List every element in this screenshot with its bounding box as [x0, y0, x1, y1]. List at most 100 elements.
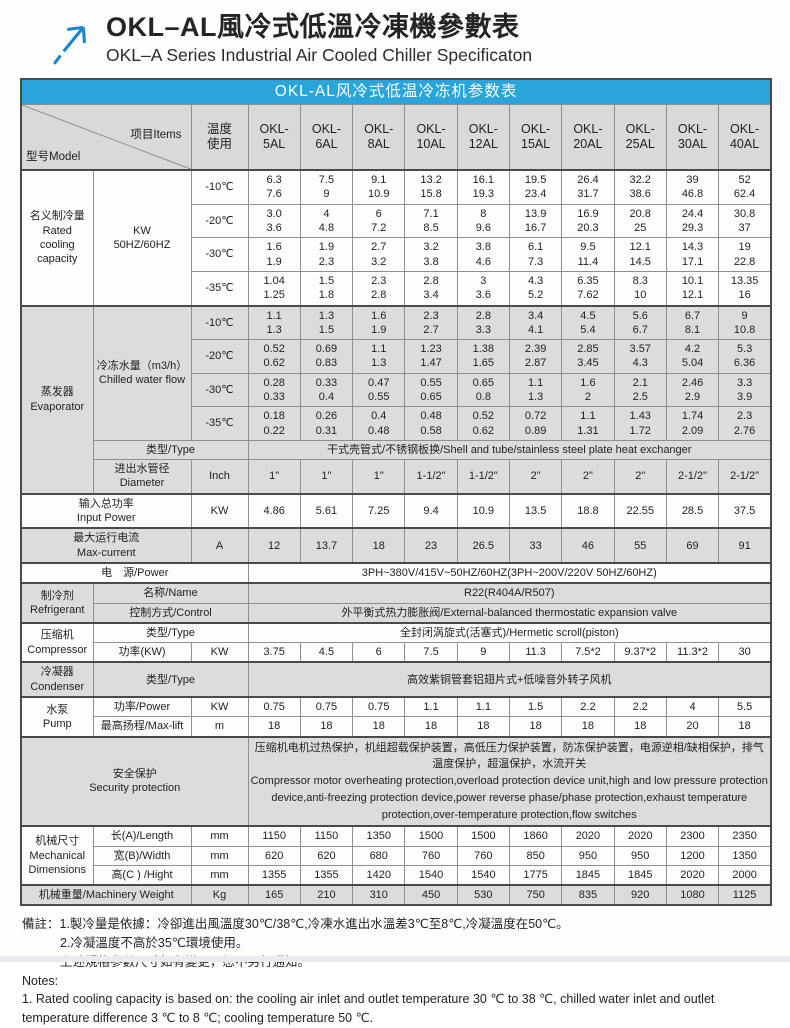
merged-value: 高效紫铜管套铝翅片式+低噪音外转子风机 [247, 661, 772, 698]
row-label: 输入总功率 Input Power [20, 492, 192, 529]
value-cell: 1.1 1.3 [508, 372, 563, 408]
temp-label: -20℃ [190, 203, 249, 239]
value-cell: 2.1 2.5 [613, 372, 667, 408]
value-cell: 2" [508, 459, 563, 495]
value-cell: 1125 [718, 884, 772, 906]
value-cell: 9.37*2 [613, 642, 667, 663]
table-row: 冷凝器 Condenser 类型/Type 高效紫铜管套铝翅片式+低噪音外转子风机 [20, 661, 772, 698]
temp-label: -10℃ [190, 169, 249, 205]
value-cell: 18.8 [561, 492, 615, 529]
page-bottom-edge [0, 956, 790, 962]
value-cell: 750 [508, 884, 563, 906]
value-cell: 2.3 2.7 [404, 304, 458, 341]
value-cell: 18 [613, 716, 667, 738]
value-cell: 4.86 [247, 492, 301, 529]
value-cell: 1350 [718, 845, 772, 866]
temp-label: -10℃ [190, 304, 249, 341]
value-cell: 5.61 [299, 492, 354, 529]
value-cell: 4.5 [299, 642, 354, 663]
table-row: 输入总功率 Input Power KW 4.86 5.61 7.25 9.4 10.9 13… [20, 492, 772, 529]
unit-label: mm [190, 864, 249, 886]
page-title: OKL–AL風冷式低溫冷凍機參數表 [106, 12, 520, 42]
row-label: 电 源/Power [20, 561, 249, 584]
title-block: OKL–AL風冷式低溫冷凍機參數表 OKL–A Series Industria… [106, 12, 532, 66]
value-cell: 1150 [299, 825, 354, 847]
value-cell: 6 [352, 642, 406, 663]
value-cell: 3.4 4.1 [508, 304, 563, 341]
value-cell: 2.46 2.9 [665, 372, 720, 408]
value-cell: 18 [352, 527, 406, 564]
value-cell: 7.1 8.5 [404, 203, 458, 239]
value-cell: 69 [665, 527, 720, 564]
value-cell: 0.75 [247, 696, 301, 718]
value-cell: 30.8 37 [718, 203, 772, 239]
value-cell: 0.33 0.4 [299, 372, 354, 408]
value-cell: 18 [404, 716, 458, 738]
item-label: 功率(KW) [92, 642, 192, 663]
value-cell: 18 [352, 716, 406, 738]
value-cell: 9.1 10.9 [352, 169, 406, 205]
value-cell: 850 [508, 845, 563, 866]
value-cell: 32.2 38.6 [613, 169, 667, 205]
value-cell: 1" [247, 459, 301, 495]
item-label: 控制方式/Control [92, 602, 249, 624]
value-cell: 2" [613, 459, 667, 495]
table-row: 机械重量/Machinery Weight Kg 165 210 310 450 530 75… [20, 884, 772, 906]
value-cell: 14.3 17.1 [665, 237, 720, 272]
value-cell: 13.35 16 [718, 270, 772, 307]
value-cell: 835 [561, 884, 615, 906]
value-cell: 37.5 [718, 492, 772, 529]
value-cell: 16.1 19.3 [456, 169, 510, 205]
value-cell: 7.25 [352, 492, 406, 529]
value-cell: 760 [404, 845, 458, 866]
model-column-header: OKL- 30AL [665, 104, 720, 171]
value-cell: 1500 [404, 825, 458, 847]
value-cell: 1.6 1.9 [247, 237, 301, 272]
value-cell: 1.04 1.25 [247, 270, 301, 307]
value-cell: 1.5 [508, 696, 563, 718]
value-cell: 6.7 8.1 [665, 304, 720, 341]
value-cell: 5.5 [718, 696, 772, 718]
table-caption: OKL-AL风冷式低温冷冻机参数表 [20, 78, 772, 106]
value-cell: 13.2 15.8 [404, 169, 458, 205]
item-label: KW 50HZ/60HZ [92, 169, 192, 307]
value-cell: 760 [456, 845, 510, 866]
value-cell: 1355 [247, 864, 301, 886]
table-row: 最高扬程/Max-lift m 18 18 18 18 18 18 18 18 20 18 [21, 716, 772, 738]
unit-label: KW [190, 696, 249, 718]
value-cell: 0.28 0.33 [247, 372, 301, 408]
value-cell: 450 [404, 884, 458, 906]
value-cell: 1.74 2.09 [665, 406, 720, 441]
value-cell: 0.75 [352, 696, 406, 718]
value-cell: 0.72 0.89 [508, 406, 563, 441]
diagonal-divider [22, 105, 191, 169]
value-cell: 1.1 [404, 696, 458, 718]
footnotes: 備註：1.製冷量是依據：冷卻進出風溫度30℃/38℃,冷凍水進出水溫差3℃至8℃… [22, 915, 766, 1028]
value-cell: 26.5 [456, 527, 510, 564]
column-header-row: 型号Model 项目Items 温度 使用 OKL- 5AL OKL- 6AL OK… [20, 104, 772, 171]
value-cell: 20 [665, 716, 720, 738]
value-cell: 3.57 4.3 [613, 339, 667, 374]
unit-label: mm [190, 825, 249, 847]
value-cell: 13.9 16.7 [508, 203, 563, 239]
value-cell: 2.7 3.2 [352, 237, 406, 272]
note-line: 2.冷凝溫度不高於35℃環境使用。 [60, 936, 249, 951]
model-column-header: OKL- 40AL [718, 104, 772, 171]
unit-label: mm [190, 845, 249, 866]
value-cell: 12 [247, 527, 301, 564]
spec-table-body: 名义制冷量 Rated cooling capacity KW 50HZ/60HZ… [20, 169, 772, 906]
spec-table: OKL-AL风冷式低温冷冻机参数表 型号Model 项目Items 温度 使用 … [20, 78, 773, 907]
value-cell: 1540 [404, 864, 458, 886]
value-cell: 1" [352, 459, 406, 495]
unit-label: m [190, 716, 249, 738]
value-cell: 19 22.8 [718, 237, 772, 272]
unit-label: A [190, 527, 249, 564]
value-cell: 3.3 3.9 [718, 372, 772, 408]
value-cell: 5.6 6.7 [613, 304, 667, 341]
value-cell: 52 62.4 [718, 169, 772, 205]
value-cell: 7.5 9 [299, 169, 354, 205]
item-label: 进出水管径 Diameter [92, 459, 192, 495]
value-cell: 950 [561, 845, 615, 866]
value-cell: 2-1/2" [718, 459, 772, 495]
item-label: 功率/Power [92, 696, 192, 718]
